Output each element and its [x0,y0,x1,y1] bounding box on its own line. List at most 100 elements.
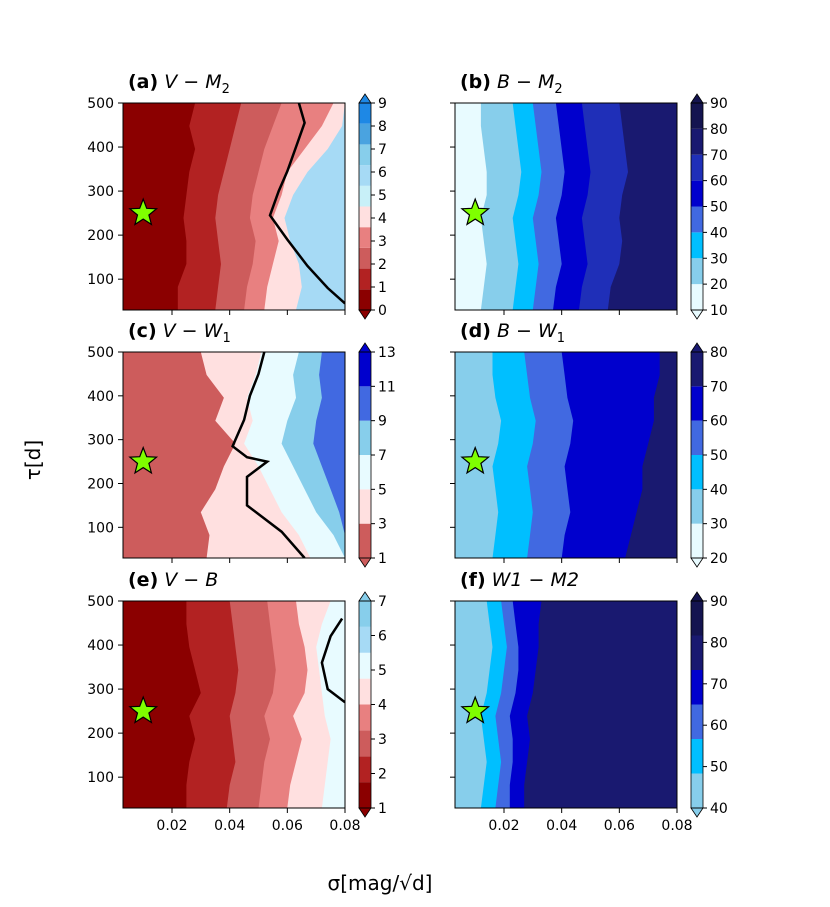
y-tick-label: 400 [87,140,114,156]
colorbar-tick-label: 7 [378,448,387,464]
colorbar-tick-label: 80 [710,345,728,361]
colorbar-extend-max [690,591,704,602]
y-tick-label: 300 [87,184,114,200]
colorbar-tick-label: 80 [710,635,728,651]
colorbar-segment [691,704,703,739]
colorbar-segment [691,180,703,207]
colorbar-segment [359,601,371,627]
plot-area [123,103,345,310]
colorbar-extend-min [358,807,372,818]
colorbar-extend-max [690,342,704,353]
colorbar-tick-label: 4 [378,698,387,714]
colorbar-extend-max [358,591,372,602]
colorbar-segment [359,455,371,490]
colorbar-segment [691,773,703,808]
colorbar: 0 1 2 3 4 5 6 7 8 9 [358,93,387,320]
colorbar-extend-min [690,309,704,320]
colorbar-tick-label: 40 [710,801,728,817]
star-marker [128,695,159,724]
colorbar-tick-label: 3 [378,732,387,748]
contour-band-0 [123,352,236,558]
x-tick-label: 0.04 [214,818,245,834]
plot-area [455,103,677,310]
y-tick-label: 100 [87,770,114,786]
panel-title: (f) W1 − M2 [460,569,579,591]
panel-title-subscript: 1 [222,331,230,346]
colorbar-segment [359,268,371,290]
panel-title-text: V − M [164,71,221,93]
colorbar-segment [691,739,703,774]
colorbar-segment [691,386,703,421]
y-tick-label: 500 [87,594,114,610]
colorbar-segment [359,652,371,679]
colorbar: 20 30 40 50 60 70 80 [690,342,728,568]
colorbar-tick-label: 30 [710,251,728,267]
contour-band-0 [455,103,487,310]
colorbar-tick-label: 3 [378,234,387,250]
panel-label: (f) [460,569,486,591]
colorbar-segment [359,730,371,757]
y-tick-label: 200 [87,476,114,492]
colorbar-tick-label: 5 [378,188,387,204]
colorbar-tick-label: 50 [710,200,728,216]
colorbar-segment [691,420,703,455]
y-tick-label: 500 [87,96,114,112]
colorbar-tick-label: 70 [710,148,728,164]
colorbar-frame [358,102,372,311]
y-tick-label: 400 [87,638,114,654]
panel-title: (e) V − B [128,569,218,591]
panel-title-text: B − W [497,320,558,342]
colorbar-tick-label: 2 [378,767,387,783]
colorbar-tick-label: 20 [710,277,728,293]
contour-line [320,617,345,704]
colorbar-segment [359,103,371,124]
colorbar-tick-label: 4 [378,211,387,227]
colorbar-segment [691,128,703,155]
colorbar-segment [359,247,371,269]
colorbar-tick-label: 50 [710,760,728,776]
axes-frame [122,351,346,559]
colorbar-segment [359,626,371,653]
colorbar-extend-min [358,557,372,568]
panel-title: (b) B − M2 [460,71,563,97]
colorbar-tick-label: 60 [710,718,728,734]
y-tick-label: 200 [87,228,114,244]
colorbar-extend-min [690,807,704,818]
colorbar-tick-label: 8 [378,119,387,135]
colorbar-tick-label: 5 [378,663,387,679]
panel-label: (a) [128,71,158,93]
colorbar-segment [691,103,703,129]
colorbar-tick-label: 60 [710,174,728,190]
colorbar-tick-label: 30 [710,517,728,533]
colorbar-tick-label: 40 [710,225,728,241]
colorbar-segment [359,123,371,145]
colorbar-extend-min [690,557,704,568]
colorbar-tick-label: 90 [710,594,728,610]
y-tick-label: 500 [87,345,114,361]
y-tick-label: 300 [87,682,114,698]
colorbar-segment [359,704,371,731]
contour-line [268,103,345,305]
panel-title: (d) B − W1 [460,320,565,346]
colorbar-segment [359,678,371,705]
colorbar-segment [359,386,371,421]
colorbar-segment [691,489,703,524]
colorbar-tick-label: 5 [378,482,387,498]
panel-label: (e) [128,569,158,591]
y-tick-label: 100 [87,272,114,288]
x-tick-label: 0.06 [272,818,303,834]
colorbar-segment [691,154,703,181]
colorbar-segment [691,206,703,233]
star-marker [460,445,491,475]
axes-frame [122,600,346,809]
colorbar-tick-label: 1 [378,280,387,296]
star-marker [128,197,159,226]
panel-title-subscript: 1 [557,331,565,346]
star-marker [128,445,159,475]
colorbar-tick-label: 40 [710,482,728,498]
plot-area [455,601,677,808]
